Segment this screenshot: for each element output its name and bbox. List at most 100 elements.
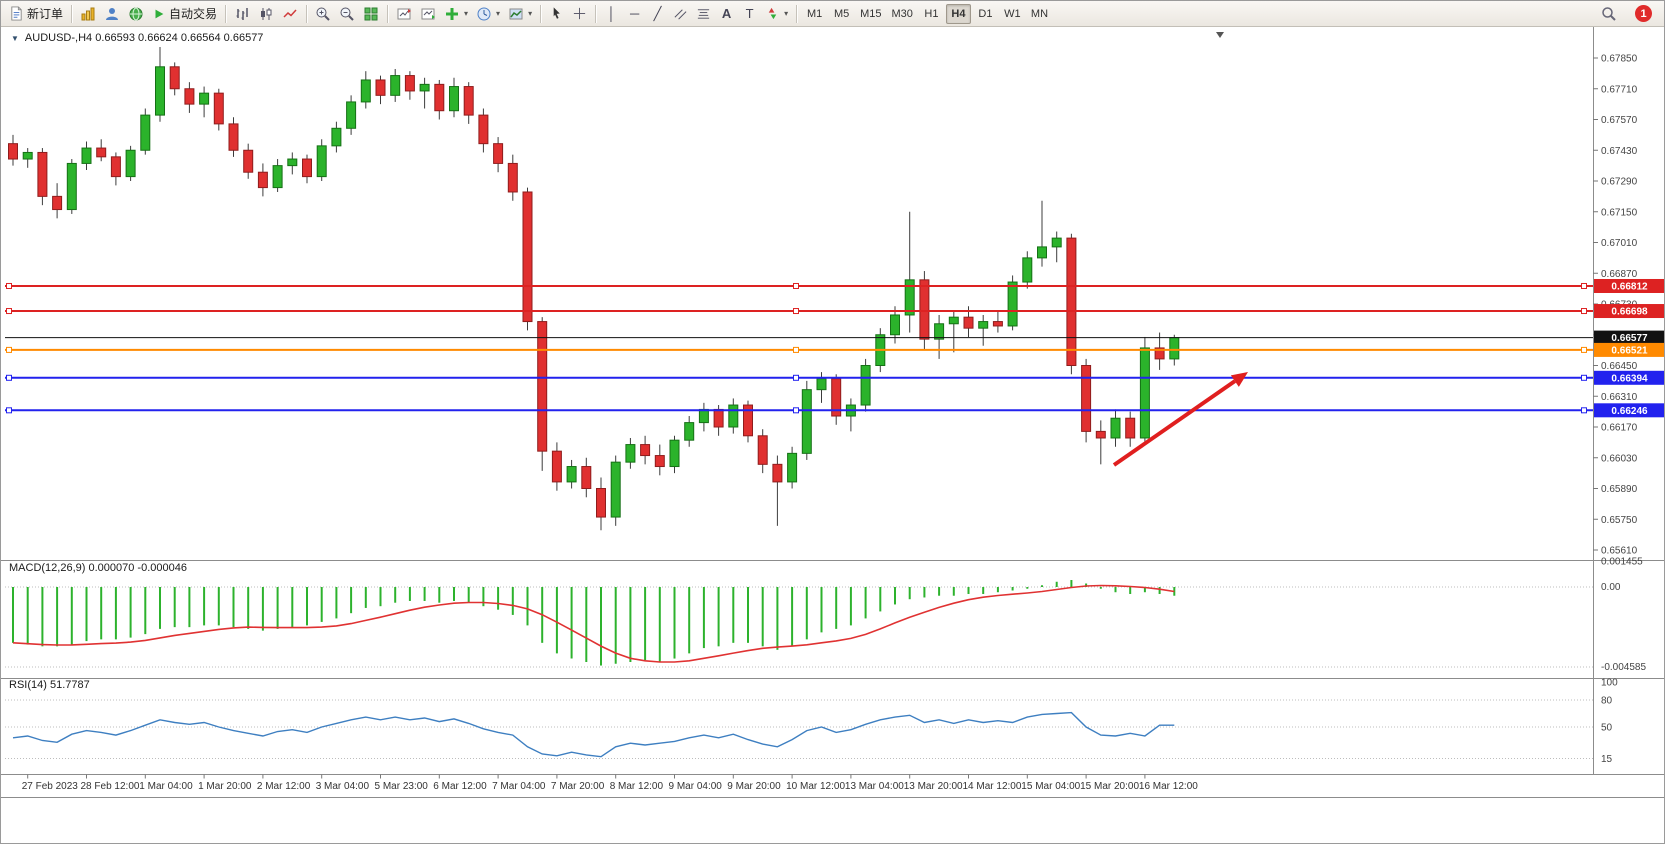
line-handle	[1581, 282, 1587, 289]
line-handle	[793, 346, 799, 353]
crosshair-button[interactable]	[568, 3, 591, 25]
fibonacci-tool-button[interactable]	[692, 3, 715, 25]
svg-text:3 Mar 04:00: 3 Mar 04:00	[316, 781, 370, 792]
label-tool-button[interactable]: T	[738, 3, 761, 25]
vertical-line-tool-button[interactable]: │	[600, 3, 623, 25]
timeframe-h1-button[interactable]: H1	[919, 4, 944, 24]
rsi-line	[12, 711, 1175, 758]
panel-frame	[1, 27, 1664, 798]
zoom-out-icon	[340, 7, 354, 21]
candlesticks	[8, 47, 1180, 531]
svg-text:0.67290: 0.67290	[1601, 177, 1638, 188]
svg-text:0.66310: 0.66310	[1601, 392, 1638, 403]
macd-panel	[12, 580, 1176, 666]
channel-tool-button[interactable]	[669, 3, 692, 25]
macd-indicator-label: MACD(12,26,9) 0.000070 -0.000046	[9, 562, 187, 574]
svg-text:0.66450: 0.66450	[1601, 361, 1638, 372]
timeframe-m30-button[interactable]: M30	[888, 4, 917, 24]
templates-button[interactable]: ▾	[504, 3, 536, 25]
arrow-annotation[interactable]	[1112, 372, 1248, 467]
svg-text:1 Mar 20:00: 1 Mar 20:00	[198, 781, 252, 792]
timeframe-m1-button[interactable]: M1	[802, 4, 827, 24]
svg-text:6 Mar 12:00: 6 Mar 12:00	[433, 781, 487, 792]
zoom-out-button[interactable]	[335, 3, 359, 25]
chart-canvas[interactable]: 0.67850 0.67710 0.67570 0.67430 0.67290 0.671…	[1, 27, 1665, 844]
svg-text:0.65610: 0.65610	[1601, 546, 1638, 557]
svg-text:28 Feb 12:00: 28 Feb 12:00	[81, 781, 140, 792]
horizontal-line-tool-button[interactable]: ─	[623, 3, 646, 25]
svg-text:0.00: 0.00	[1601, 582, 1621, 593]
tile-windows-button[interactable]	[359, 3, 383, 25]
timeframe-w1-button[interactable]: W1	[1000, 4, 1025, 24]
svg-text:-0.004585: -0.004585	[1601, 662, 1646, 673]
timeframe-h4-button[interactable]: H4	[945, 3, 971, 24]
periods-button[interactable]: ▾	[472, 3, 504, 25]
price-badge	[1594, 403, 1664, 418]
dropdown-caret: ▾	[784, 9, 789, 18]
auto-trading-button[interactable]: 自动交易	[148, 3, 221, 25]
toolbar-separator	[71, 4, 73, 23]
chart-profiles-button[interactable]	[76, 3, 100, 25]
svg-text:1 Mar 04:00: 1 Mar 04:00	[139, 781, 193, 792]
new-order-button[interactable]: 新订单	[5, 3, 67, 25]
bar-chart-type-button[interactable]	[230, 3, 254, 25]
svg-text:0.66577: 0.66577	[1611, 333, 1648, 344]
timeframe-m5-button[interactable]: M5	[829, 4, 854, 24]
cursor-button[interactable]	[545, 3, 568, 25]
svg-text:0.66394: 0.66394	[1611, 373, 1648, 384]
time-axis[interactable]: 27 Feb 2023 28 Feb 12:00 1 Mar 04:00 1 Mar …	[22, 774, 1199, 793]
line-handle	[6, 282, 12, 289]
svg-text:100: 100	[1601, 678, 1618, 689]
svg-text:15 Mar 04:00: 15 Mar 04:00	[1021, 781, 1080, 792]
svg-text:0.67150: 0.67150	[1601, 207, 1638, 218]
play-icon	[152, 7, 166, 21]
svg-text:0.67570: 0.67570	[1601, 115, 1638, 126]
svg-text:0.66698: 0.66698	[1611, 307, 1648, 318]
chart-shift-button[interactable]	[392, 3, 416, 25]
notification-badge[interactable]: 1	[1635, 5, 1652, 22]
svg-text:0.65750: 0.65750	[1601, 515, 1638, 526]
trendline-tool-button[interactable]: ╱	[646, 3, 669, 25]
line-chart-type-button[interactable]	[278, 3, 302, 25]
svg-text:0.66170: 0.66170	[1601, 423, 1638, 434]
accounts-button[interactable]	[100, 3, 124, 25]
svg-text:14 Mar 12:00: 14 Mar 12:00	[963, 781, 1022, 792]
price-axis[interactable]: 0.67850 0.67710 0.67570 0.67430 0.67290 0.671…	[1593, 54, 1638, 557]
timeframe-mn-button[interactable]: MN	[1027, 4, 1052, 24]
chart-shift-marker[interactable]	[1216, 32, 1224, 38]
line-handle	[793, 282, 799, 289]
timeframe-d1-button[interactable]: D1	[973, 4, 998, 24]
svg-text:10 Mar 12:00: 10 Mar 12:00	[786, 781, 845, 792]
indicators-button[interactable]: ▾	[440, 3, 472, 25]
label-tool-icon: T	[745, 6, 754, 21]
horizontal-lines[interactable]	[5, 282, 1593, 414]
svg-text:80: 80	[1601, 696, 1613, 707]
line-handle	[6, 346, 12, 353]
svg-text:2 Mar 12:00: 2 Mar 12:00	[257, 781, 311, 792]
new-order-icon	[9, 6, 24, 21]
price-badge	[1594, 342, 1664, 357]
candlestick-icon	[261, 7, 272, 20]
auto-scroll-button[interactable]	[416, 3, 440, 25]
arrows-tool-button[interactable]: ▾	[761, 3, 792, 25]
search-button[interactable]	[1597, 3, 1621, 25]
community-button[interactable]	[124, 3, 148, 25]
ohlc-bars-icon	[236, 7, 248, 20]
chart-shift-icon	[397, 8, 412, 19]
timeframe-m15-button[interactable]: M15	[856, 4, 885, 24]
zoom-in-button[interactable]	[311, 3, 335, 25]
price-badge	[1594, 330, 1664, 345]
main-toolbar: 新订单 自动交易	[1, 1, 1664, 27]
channel-icon	[674, 9, 687, 20]
vertical-line-icon: │	[607, 6, 616, 21]
text-tool-button[interactable]: A	[715, 3, 738, 25]
crosshair-icon	[573, 7, 586, 20]
arrows-icon	[768, 7, 777, 20]
dropdown-caret: ▾	[528, 9, 533, 18]
dropdown-caret: ▾	[496, 9, 501, 18]
line-handle	[1581, 346, 1587, 353]
svg-text:9 Mar 04:00: 9 Mar 04:00	[669, 781, 723, 792]
line-handle	[793, 407, 799, 414]
collapse-icon[interactable]: ▼	[11, 33, 19, 43]
candlestick-type-button[interactable]	[254, 3, 278, 25]
